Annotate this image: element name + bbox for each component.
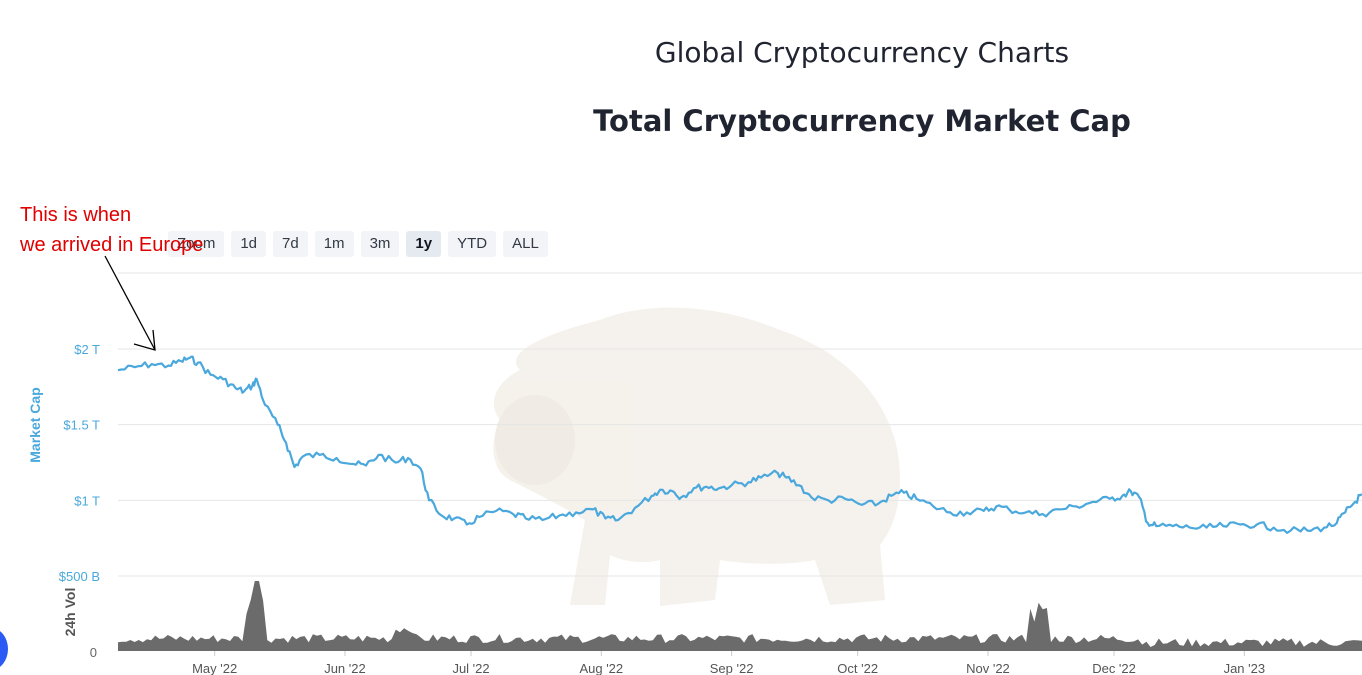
x-tick-label: Nov '22 (966, 661, 1010, 675)
volume-bars (118, 581, 1362, 651)
range-button-7d[interactable]: 7d (273, 231, 308, 257)
x-tick-label: Sep '22 (710, 661, 754, 675)
grid-lines (118, 272, 1362, 577)
range-button-1m[interactable]: 1m (314, 231, 354, 257)
y-axis-ticks: $500 B $1 T $1.5 T $2 T (59, 342, 100, 584)
x-tick-label: Jul '22 (452, 661, 489, 675)
chart-title: Total Cryptocurrency Market Cap (593, 104, 1131, 138)
x-tick-label: Dec '22 (1092, 661, 1136, 675)
range-selector: Zoom 1d 7d 1m 3m 1y YTD ALL (168, 231, 548, 257)
range-button-3m[interactable]: 3m (360, 231, 400, 257)
chat-badge-icon[interactable] (0, 628, 8, 670)
annotation-text: This is when we arrived in Europe (20, 200, 203, 260)
y-axis-tick-volume-zero: 0 (90, 645, 97, 660)
y-tick-label: $1 T (74, 493, 100, 508)
y-tick-label: $500 B (59, 569, 100, 584)
x-tick-label: Jan '23 (1224, 661, 1266, 675)
y-axis-label-24h-vol: 24h Vol (62, 588, 78, 637)
range-button-1y[interactable]: 1y (406, 231, 442, 257)
annotation-arrow-head-icon (133, 329, 156, 351)
x-axis-ticks: May '22 Jun '22 Jul '22 Aug '22 Sep '22 Oct '… (192, 651, 1265, 675)
range-button-1d[interactable]: 1d (231, 231, 267, 257)
page-title: Global Cryptocurrency Charts (654, 36, 1070, 69)
x-tick-label: Oct '22 (837, 661, 878, 675)
range-button-all[interactable]: ALL (503, 231, 548, 257)
market-cap-series-line (117, 355, 1362, 534)
volume-area (118, 581, 1362, 651)
range-button-zoom[interactable]: Zoom (168, 231, 225, 257)
x-tick-label: Aug '22 (579, 661, 623, 675)
y-tick-label: $1.5 T (63, 418, 100, 433)
x-tick-label: May '22 (192, 661, 237, 675)
x-tick-label: Jun '22 (324, 661, 366, 675)
bear-watermark-icon (493, 307, 900, 606)
annotation-line-1: This is when (20, 204, 132, 226)
range-button-ytd[interactable]: YTD (448, 231, 497, 257)
y-tick-label: $2 T (74, 342, 100, 357)
y-axis-label-market-cap: Market Cap (27, 387, 43, 462)
annotation-line-2: we arrived in Europe (20, 234, 204, 256)
annotation-arrow (104, 255, 156, 351)
